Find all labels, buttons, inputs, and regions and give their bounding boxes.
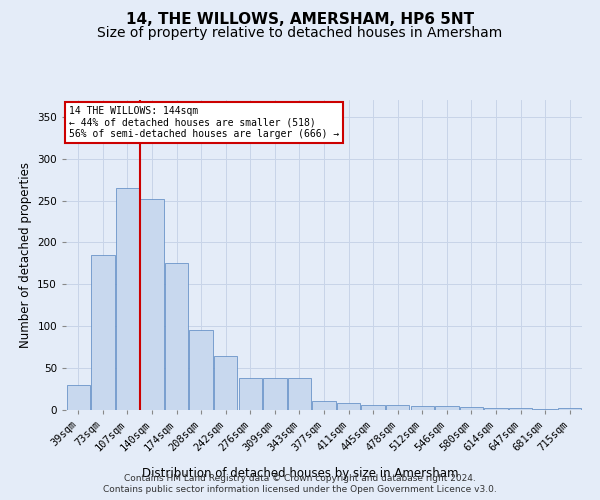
Text: Contains HM Land Registry data © Crown copyright and database right 2024.
Contai: Contains HM Land Registry data © Crown c… xyxy=(103,474,497,494)
Bar xyxy=(214,356,238,410)
Text: 14 THE WILLOWS: 144sqm
← 44% of detached houses are smaller (518)
56% of semi-de: 14 THE WILLOWS: 144sqm ← 44% of detached… xyxy=(68,106,339,140)
Bar xyxy=(460,408,483,410)
Bar xyxy=(140,199,164,410)
Bar xyxy=(361,405,385,410)
Bar xyxy=(558,408,581,410)
Bar xyxy=(435,406,458,410)
Bar xyxy=(263,378,287,410)
Bar xyxy=(337,404,360,410)
Bar xyxy=(239,378,262,410)
Bar xyxy=(386,405,409,410)
Bar xyxy=(410,406,434,410)
Bar xyxy=(313,401,335,410)
Bar xyxy=(190,330,213,410)
Bar xyxy=(91,255,115,410)
Bar xyxy=(165,262,188,410)
Bar xyxy=(509,408,532,410)
Text: Distribution of detached houses by size in Amersham: Distribution of detached houses by size … xyxy=(142,468,458,480)
Text: 14, THE WILLOWS, AMERSHAM, HP6 5NT: 14, THE WILLOWS, AMERSHAM, HP6 5NT xyxy=(126,12,474,28)
Bar xyxy=(288,378,311,410)
Bar xyxy=(67,385,90,410)
Y-axis label: Number of detached properties: Number of detached properties xyxy=(19,162,32,348)
Bar xyxy=(116,188,139,410)
Text: Size of property relative to detached houses in Amersham: Size of property relative to detached ho… xyxy=(97,26,503,40)
Bar xyxy=(484,408,508,410)
Bar xyxy=(533,409,557,410)
